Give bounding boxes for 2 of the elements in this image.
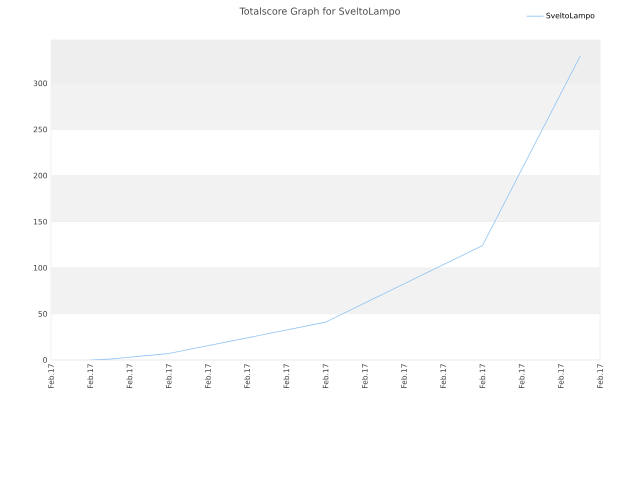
line-series [90, 55, 581, 360]
chart-title: Totalscore Graph for SveltoLampo [240, 7, 400, 17]
